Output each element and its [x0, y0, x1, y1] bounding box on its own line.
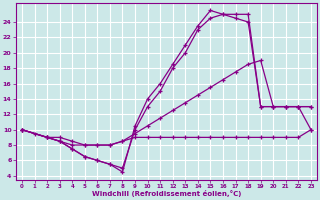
X-axis label: Windchill (Refroidissement éolien,°C): Windchill (Refroidissement éolien,°C) — [92, 190, 241, 197]
